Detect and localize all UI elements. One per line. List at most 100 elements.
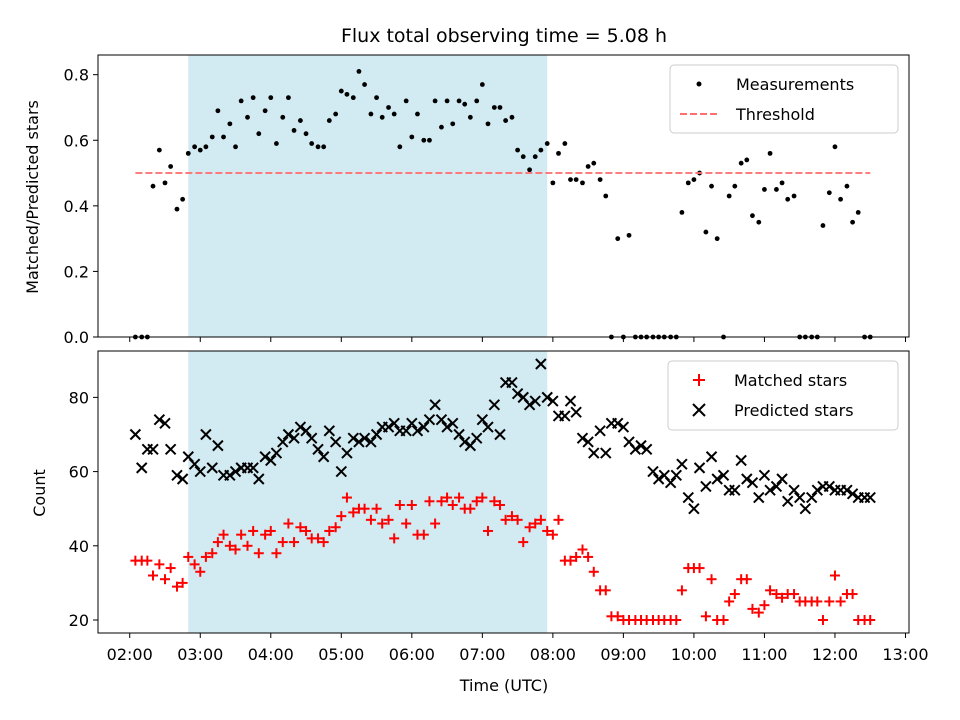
data-point <box>726 193 732 199</box>
data-point <box>544 141 550 146</box>
data-point <box>629 443 642 456</box>
data-point <box>277 436 289 448</box>
top-y-axis-label: Matched/Predicted stars <box>23 100 42 294</box>
data-point <box>855 209 861 215</box>
data-point <box>353 436 365 448</box>
legend-marker-measurements <box>696 81 702 87</box>
data-point <box>709 183 714 189</box>
data-point <box>429 399 441 411</box>
data-point <box>553 514 564 525</box>
data-point <box>532 154 538 160</box>
data-point <box>277 537 288 548</box>
data-point <box>283 518 294 529</box>
count-panel: 02:00 03:00 04:00 05:00 06:00 07:00 08:00 09:00… <box>69 350 929 664</box>
data-point <box>164 443 177 456</box>
data-point <box>597 177 603 183</box>
y-tick-label: 60 <box>69 463 89 482</box>
data-point <box>591 160 597 166</box>
y-tick-label: 20 <box>69 611 89 630</box>
data-point <box>612 611 623 622</box>
x-tick-label: 05:00 <box>318 645 364 664</box>
data-point <box>441 421 453 433</box>
data-point <box>471 496 482 507</box>
data-point <box>280 114 286 120</box>
x-tick-label: 11:00 <box>741 645 787 664</box>
data-point <box>247 462 259 474</box>
data-point <box>260 529 271 540</box>
data-point <box>229 465 242 478</box>
x-tick-label: 10:00 <box>671 645 717 664</box>
data-point <box>547 395 559 407</box>
data-point <box>406 417 418 430</box>
data-point <box>724 596 735 607</box>
data-point <box>612 417 624 430</box>
data-point <box>571 551 582 562</box>
data-point <box>506 511 517 522</box>
data-point <box>529 395 541 407</box>
data-point <box>400 425 412 437</box>
data-point <box>377 518 388 529</box>
data-point <box>841 484 853 496</box>
data-point <box>350 95 356 101</box>
data-point <box>476 413 489 426</box>
series-predicted-stars <box>129 358 876 515</box>
data-point <box>488 399 501 411</box>
data-point <box>207 548 218 559</box>
data-point <box>359 503 370 514</box>
observing-window-shade <box>188 351 548 633</box>
data-point <box>670 469 682 482</box>
data-point <box>759 600 770 611</box>
data-point <box>811 484 824 496</box>
data-point <box>418 529 429 540</box>
data-point <box>330 522 341 533</box>
data-point <box>386 105 391 110</box>
data-point <box>313 533 324 544</box>
data-point <box>294 421 307 433</box>
data-point <box>805 491 818 504</box>
data-point <box>154 559 165 570</box>
data-point <box>348 507 359 518</box>
data-point <box>746 477 759 489</box>
data-point <box>389 533 400 544</box>
data-point <box>671 615 682 626</box>
data-point <box>362 82 367 87</box>
legend-marker-predicted <box>692 403 706 417</box>
data-point <box>159 417 171 430</box>
data-point <box>233 144 238 150</box>
data-point <box>520 154 526 160</box>
data-point <box>700 611 711 622</box>
data-point <box>846 488 859 500</box>
data-point <box>206 462 218 474</box>
data-point <box>288 432 300 444</box>
data-point <box>535 514 546 525</box>
data-point <box>224 469 236 482</box>
data-point <box>335 465 348 478</box>
data-point <box>617 421 630 433</box>
data-point <box>467 114 473 120</box>
chart-title: Flux total observing time = 5.08 h <box>341 25 667 47</box>
data-point <box>524 522 535 533</box>
data-point <box>762 187 767 192</box>
data-point <box>436 496 447 507</box>
data-point <box>194 465 206 478</box>
data-point <box>465 503 476 514</box>
data-point <box>356 68 362 74</box>
data-point <box>764 484 776 496</box>
data-point <box>365 514 376 525</box>
data-point <box>315 144 321 150</box>
series-measurements <box>132 68 873 340</box>
data-point <box>230 544 241 555</box>
data-point <box>209 134 215 140</box>
data-point <box>168 164 174 169</box>
legend-label-matched: Matched stars <box>734 371 847 390</box>
data-point <box>336 511 347 522</box>
data-point <box>693 462 706 474</box>
data-point <box>789 589 800 600</box>
data-point <box>685 180 691 186</box>
data-point <box>732 183 738 189</box>
data-point <box>253 548 264 559</box>
data-point <box>180 196 186 202</box>
data-point <box>409 134 415 140</box>
data-point <box>509 114 515 120</box>
